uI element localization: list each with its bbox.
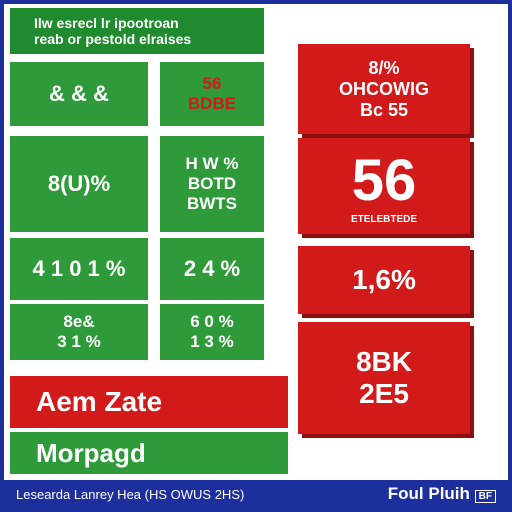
tile: 4 1 0 1 % bbox=[10, 238, 148, 300]
tile-text: 6 0 % bbox=[190, 312, 234, 331]
tile-text: BWTS bbox=[186, 194, 238, 213]
bar: Morpagd bbox=[10, 432, 288, 474]
tile-text: 8(U)% bbox=[47, 171, 111, 196]
tile: & & & bbox=[10, 62, 148, 126]
footer-right: Foul Pluih BF bbox=[388, 484, 496, 504]
tile-text: 2 4 % bbox=[183, 256, 241, 281]
tile: H W % BOTD BWTS bbox=[160, 136, 264, 232]
tile-text: 3 1 % bbox=[57, 332, 101, 351]
tile-text: BDBE bbox=[187, 94, 237, 113]
tile-text: 1 3 % bbox=[190, 332, 234, 351]
panel: 1,6% bbox=[298, 246, 470, 314]
bar-label: Morpagd bbox=[36, 437, 146, 468]
bar: Aem Zate bbox=[10, 376, 288, 428]
tile: 56 BDBE bbox=[160, 62, 264, 126]
tile: 6 0 % 1 3 % bbox=[160, 304, 264, 360]
footer-badge: BF bbox=[474, 490, 496, 503]
panel-text: Bc 55 bbox=[359, 99, 409, 120]
panel-text: 2E5 bbox=[359, 378, 409, 409]
panel: 8/% OHCOWIG Bc 55 bbox=[298, 44, 470, 134]
tile-text: BOTD bbox=[187, 174, 237, 193]
tile-text: H W % bbox=[185, 154, 239, 173]
footer-brand: Foul Pluih bbox=[387, 484, 470, 503]
footer-left: Lesearda Lanrey Hea (HS OWUS 2HS) bbox=[16, 486, 245, 502]
panel-text: 56 bbox=[351, 148, 417, 213]
footer: Lesearda Lanrey Hea (HS OWUS 2HS) Foul P… bbox=[4, 480, 508, 508]
tile-text: & & & bbox=[49, 81, 109, 106]
tile-text: 4 1 0 1 % bbox=[32, 256, 126, 281]
tile-text: 8e& bbox=[63, 312, 95, 331]
panel: 8BK 2E5 bbox=[298, 322, 470, 434]
panel-text: 8BK bbox=[355, 346, 412, 377]
header-line: reab or pestold elraises bbox=[34, 31, 192, 47]
panel-text: 1,6% bbox=[352, 264, 416, 295]
header-line: Ilw esrecl lr ipootroan bbox=[34, 15, 179, 31]
panel-text: OHCOWIG bbox=[339, 78, 429, 99]
header: Ilw esrecl lr ipootroan reab or pestold … bbox=[10, 8, 264, 54]
panel: 56 ETELEBTEDE bbox=[298, 138, 470, 234]
tile: 8(U)% bbox=[10, 136, 148, 232]
tile-text: 56 bbox=[202, 74, 222, 93]
panel-text: ETELEBTEDE bbox=[350, 214, 418, 225]
bar-label: Aem Zate bbox=[36, 386, 163, 417]
tile: 2 4 % bbox=[160, 238, 264, 300]
tile: 8e& 3 1 % bbox=[10, 304, 148, 360]
panel-text: 8/% bbox=[368, 57, 400, 78]
